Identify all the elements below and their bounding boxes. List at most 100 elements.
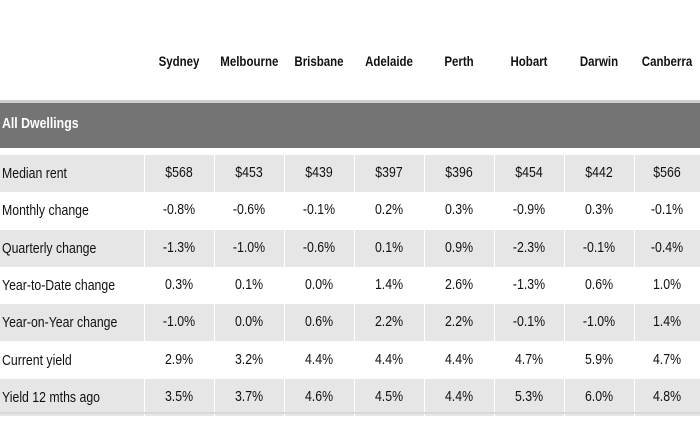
table-row: Quarterly change -1.3% -1.0% -0.6% 0.1% 0.9% -… [0, 229, 700, 267]
table-cell: 6.0% [584, 388, 614, 405]
column-divider [214, 378, 215, 416]
table-cell: $453 [235, 165, 263, 181]
column-header-melbourne: Melbourne [220, 53, 279, 69]
table-cell: 2.9% [164, 351, 194, 368]
table-cell: $397 [375, 165, 403, 181]
row-label: Quarterly change [2, 239, 97, 257]
table-cell: 0.3% [444, 202, 474, 219]
column-header-sydney: Sydney [158, 53, 200, 69]
column-divider [284, 378, 285, 416]
table-cell: -1.0% [232, 239, 266, 256]
column-header-adelaide: Adelaide [365, 53, 413, 69]
table-bottom-rule [0, 412, 700, 414]
column-divider [494, 229, 495, 267]
table-row: Yield 12 mths ago 3.5% 3.7% 4.6% 4.5% 4.4% 5.3… [0, 378, 700, 416]
row-label: Year-to-Date change [2, 276, 116, 294]
section-title: All Dwellings [2, 115, 79, 132]
table-row: Current yield 2.9% 3.2% 4.4% 4.4% 4.4% 4.7% 5.9… [0, 342, 700, 379]
table-cell: 0.9% [444, 239, 474, 256]
table-cell: -0.6% [302, 239, 336, 256]
table-cell: -1.3% [512, 276, 546, 293]
column-divider [494, 155, 495, 192]
table-cell: 2.2% [374, 314, 404, 331]
column-divider [214, 304, 215, 342]
column-divider [214, 155, 215, 192]
table-cell: -2.3% [512, 239, 546, 256]
row-label: Yield 12 mths ago [2, 388, 101, 406]
column-divider [564, 378, 565, 416]
table-cell: $442 [585, 165, 613, 181]
table-cell: -1.0% [582, 314, 616, 331]
table-cell: 0.6% [304, 314, 334, 331]
table-cell: $568 [165, 165, 193, 181]
column-divider [424, 304, 425, 342]
table-cell: 5.9% [584, 351, 614, 368]
column-divider [354, 229, 355, 267]
column-divider [354, 155, 355, 192]
table-cell: -1.3% [162, 239, 196, 256]
table-cell: 0.0% [304, 276, 334, 293]
column-divider [144, 229, 145, 267]
column-divider [354, 304, 355, 342]
table-cell: -0.1% [512, 314, 546, 331]
table-cell: 0.3% [164, 276, 194, 293]
column-header-canberra: Canberra [641, 53, 693, 69]
column-divider [144, 378, 145, 416]
table-cell: -0.8% [162, 202, 196, 219]
table-cell: 2.2% [444, 314, 474, 331]
column-divider [284, 155, 285, 192]
table-cell: -0.9% [512, 202, 546, 219]
column-divider [494, 304, 495, 342]
table-cell: -0.1% [650, 202, 684, 219]
table-cell: -0.6% [232, 202, 266, 219]
table-cell: -0.1% [582, 239, 616, 256]
table-cell: $566 [653, 165, 681, 181]
column-header-darwin: Darwin [579, 53, 619, 69]
table-cell: 0.0% [234, 314, 264, 331]
column-divider [424, 229, 425, 267]
table-cell: 4.4% [374, 351, 404, 368]
row-label: Current yield [2, 351, 72, 369]
column-divider [564, 229, 565, 267]
column-divider [144, 304, 145, 342]
table-cell: 3.7% [234, 388, 264, 405]
table-cell: 4.4% [304, 351, 334, 368]
table-cell: 1.0% [652, 276, 682, 293]
table-cell: -0.1% [302, 202, 336, 219]
table-cell: -0.4% [650, 239, 684, 256]
table-cell: 4.8% [652, 388, 682, 405]
table-cell: 1.4% [652, 314, 682, 331]
row-label: Median rent [2, 165, 67, 182]
table-cell: 4.6% [304, 388, 334, 405]
table-cell: 4.4% [444, 388, 474, 405]
column-header-row: Sydney Melbourne Brisbane Adelaide Perth… [0, 38, 700, 84]
column-divider [424, 378, 425, 416]
column-header-hobart: Hobart [510, 53, 548, 69]
table-cell: 4.5% [374, 388, 404, 405]
column-divider [564, 155, 565, 192]
table-cell: 4.7% [652, 351, 682, 368]
row-label: Year-on-Year change [2, 314, 118, 332]
table-cell: 1.4% [374, 276, 404, 293]
table-cell: 2.6% [444, 276, 474, 293]
table-cell: $439 [305, 165, 333, 181]
table-cell: 0.1% [234, 276, 264, 293]
table-cell: 0.3% [584, 202, 614, 219]
column-header-perth: Perth [444, 53, 474, 69]
table-cell: 3.2% [234, 351, 264, 368]
table-cell: $396 [445, 165, 473, 181]
column-divider [284, 304, 285, 342]
table-cell: 4.7% [514, 351, 544, 368]
column-header-brisbane: Brisbane [294, 53, 344, 69]
column-divider [564, 304, 565, 342]
table-cell: 5.3% [514, 388, 544, 405]
row-label: Monthly change [2, 202, 89, 220]
table-row: Year-on-Year change -1.0% 0.0% 0.6% 2.2% 2.2%… [0, 304, 700, 342]
column-divider [634, 378, 635, 416]
table-row: Monthly change -0.8% -0.6% -0.1% 0.2% 0.3% -0.… [0, 192, 700, 229]
table-cell: 3.5% [164, 388, 194, 405]
table-cell: 0.1% [374, 239, 404, 256]
column-divider [284, 229, 285, 267]
column-divider [634, 155, 635, 192]
column-divider [424, 155, 425, 192]
